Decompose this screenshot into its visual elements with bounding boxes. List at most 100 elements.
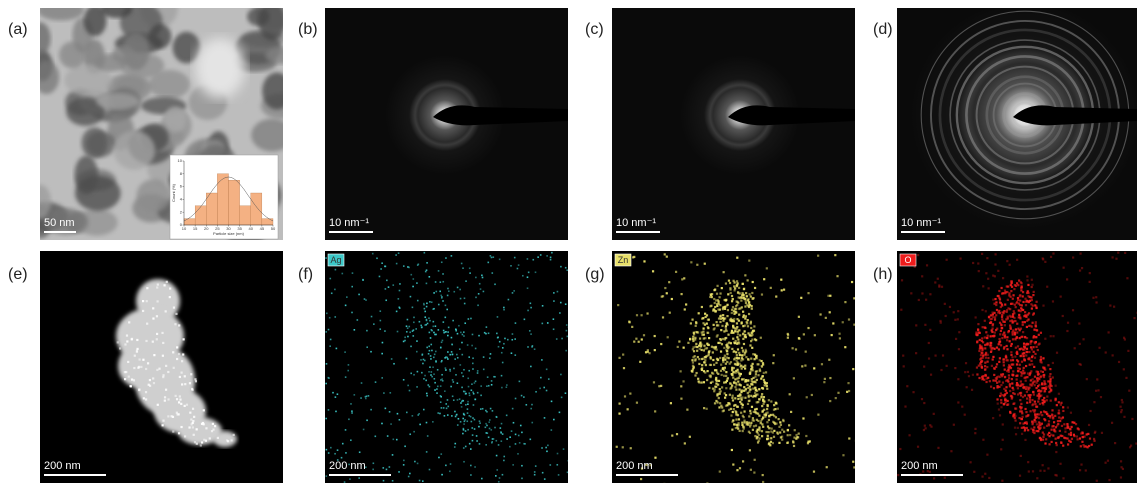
map-dot [1054, 397, 1057, 400]
map-dot [758, 398, 761, 401]
map-dot [409, 295, 412, 298]
map-dot [1064, 430, 1067, 433]
map-dot [192, 433, 195, 436]
map-dot [728, 403, 731, 406]
map-dot [1058, 429, 1061, 432]
map-dot [698, 344, 701, 347]
map-dot [1006, 348, 1009, 351]
map-dot [981, 326, 984, 329]
map-dot [994, 379, 997, 382]
map-dot [531, 345, 534, 347]
map-dot [746, 402, 750, 406]
map-dot [446, 294, 449, 297]
map-dot [737, 424, 740, 427]
map-dot [847, 382, 850, 385]
map-dot [802, 417, 805, 420]
map-dot [447, 358, 449, 360]
map-dot [429, 366, 431, 368]
map-dot [929, 424, 932, 427]
map-dot [165, 364, 168, 367]
map-dot [466, 412, 469, 414]
map-dot [760, 430, 764, 433]
map-dot [999, 329, 1003, 333]
panel-image [325, 251, 568, 483]
map-dot [820, 363, 824, 366]
map-dot [1042, 403, 1045, 406]
map-dot [1032, 393, 1035, 396]
map-dot [984, 374, 987, 377]
map-dot [325, 257, 327, 259]
map-dot [1009, 295, 1012, 298]
map-dot [713, 388, 716, 391]
map-dot [327, 409, 330, 411]
map-dot [1030, 359, 1033, 362]
map-dot [430, 374, 432, 376]
map-dot [806, 442, 810, 445]
element-tag: Ag [330, 255, 341, 265]
map-dot [1020, 406, 1023, 409]
map-dot [210, 430, 214, 433]
map-dot [754, 411, 757, 414]
map-dot [731, 396, 734, 399]
map-dot [1066, 406, 1069, 409]
map-dot [817, 254, 820, 257]
map-dot [807, 326, 810, 330]
map-dot [736, 394, 740, 398]
map-dot [929, 328, 932, 331]
map-dot [696, 349, 699, 352]
map-dot [725, 371, 728, 374]
map-dot [477, 293, 480, 295]
map-dot [731, 384, 734, 387]
map-dot [489, 255, 492, 257]
map-dot [162, 341, 165, 345]
map-dot [145, 339, 148, 343]
map-dot [762, 425, 765, 428]
map-dot [703, 262, 706, 265]
map-dot [1057, 436, 1061, 439]
map-dot [1024, 379, 1027, 382]
map-dot [533, 471, 536, 473]
scale-bar [901, 231, 945, 233]
map-dot [1082, 444, 1085, 447]
map-dot [996, 381, 999, 384]
map-dot [1010, 281, 1013, 285]
map-dot [1022, 355, 1025, 358]
map-dot [976, 373, 979, 376]
map-dot [682, 380, 685, 383]
map-dot [757, 433, 761, 437]
map-dot [981, 375, 984, 378]
map-dot [741, 460, 745, 463]
map-dot [177, 352, 181, 356]
map-dot [462, 432, 464, 435]
map-dot [765, 382, 769, 385]
map-dot [329, 345, 331, 348]
map-dot [172, 351, 175, 354]
map-dot [1128, 389, 1131, 392]
map-dot [392, 284, 395, 286]
map-dot [1003, 309, 1006, 313]
map-dot [1005, 318, 1008, 321]
map-dot [1018, 348, 1021, 351]
map-dot [779, 436, 783, 439]
map-dot [998, 309, 1001, 312]
map-dot [517, 264, 520, 266]
map-dot [1027, 429, 1030, 432]
map-dot [1004, 401, 1007, 404]
map-dot [1012, 402, 1015, 405]
map-dot [1016, 426, 1019, 429]
map-dot [685, 303, 688, 306]
map-dot [450, 255, 453, 257]
map-dot [975, 331, 978, 334]
map-dot [805, 434, 808, 438]
map-dot [757, 439, 760, 442]
map-dot [550, 400, 553, 403]
map-dot [711, 387, 715, 390]
map-dot [470, 474, 472, 476]
map-dot [425, 379, 427, 382]
map-dot [433, 331, 435, 334]
map-dot [1020, 304, 1023, 307]
x-tick-label: 45 [260, 226, 265, 231]
map-dot [529, 302, 532, 305]
map-dot [764, 371, 768, 374]
map-dot [474, 466, 476, 468]
